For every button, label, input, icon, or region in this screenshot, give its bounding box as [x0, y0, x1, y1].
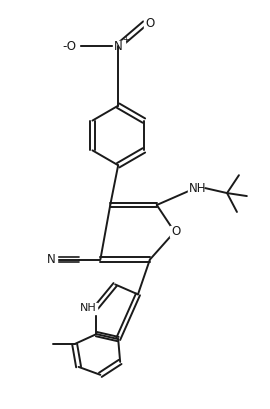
Bar	[170, 226, 181, 237]
Bar	[144, 18, 156, 29]
Text: N: N	[114, 40, 123, 53]
Bar	[113, 40, 125, 52]
Bar	[61, 40, 79, 52]
Bar	[80, 303, 97, 314]
Text: NH: NH	[189, 182, 206, 195]
Text: +: +	[122, 35, 129, 44]
Text: NH: NH	[80, 303, 97, 313]
Text: -O: -O	[63, 40, 77, 53]
Text: O: O	[171, 225, 180, 238]
Text: O: O	[145, 17, 154, 30]
Bar	[45, 254, 57, 265]
Bar	[188, 183, 206, 193]
Text: N: N	[46, 253, 55, 266]
